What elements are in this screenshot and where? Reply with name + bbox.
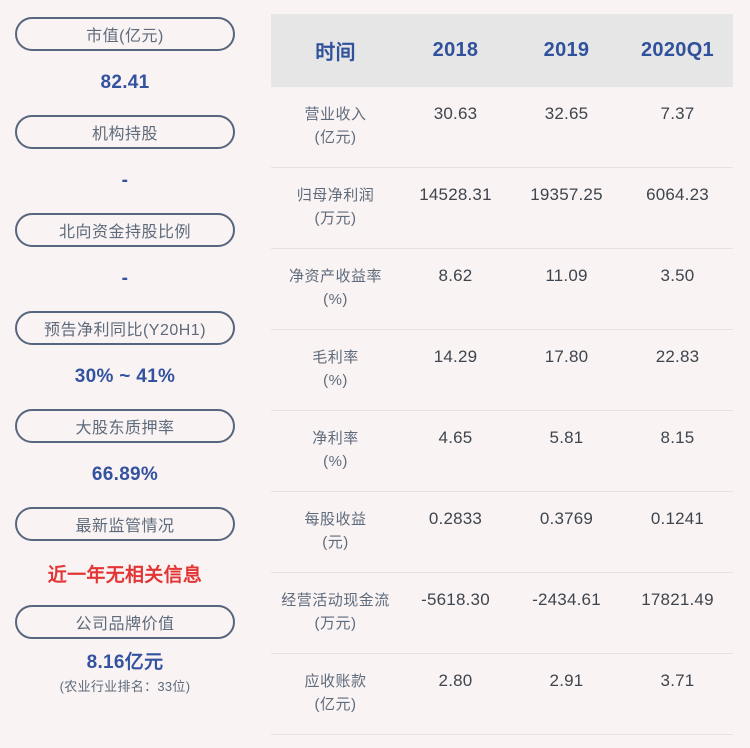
row-label-name: 归母净利润 — [296, 187, 375, 204]
cell-2018: 4.65 — [438, 428, 473, 447]
row-label: 应收账款 (亿元) — [271, 670, 400, 734]
cell-2019: 5.81 — [549, 428, 584, 447]
row-label-unit: (万元) — [314, 615, 357, 632]
table-header-row: 时间 2018 2019 2020Q1 — [271, 14, 733, 87]
metric-pill-label: 预告净利同比(Y20H1) — [43, 322, 207, 339]
metric-pill-label: 大股东质押率 — [75, 420, 175, 437]
table-header-2020q1: 2020Q1 — [641, 39, 714, 61]
metric-pill-market-cap[interactable]: 市值(亿元) — [15, 17, 235, 51]
metric-note-industry-rank: (农业行业排名：33位) — [59, 679, 191, 694]
row-label-unit: (亿元) — [314, 696, 357, 713]
table-row-revenue: 营业收入 (亿元) 30.63 32.65 7.37 — [271, 87, 733, 168]
cell-2018: 14528.31 — [419, 185, 492, 204]
metric-group-northbound-ratio: 北向资金持股比例 - — [15, 213, 235, 311]
cell-2020q1: 3.50 — [660, 266, 695, 285]
financials-table: 时间 2018 2019 2020Q1 营业收入 (亿元) 30.63 32.6… — [271, 14, 733, 735]
metric-pill-brand-value[interactable]: 公司品牌价值 — [15, 605, 235, 639]
metric-pill-northbound-ratio[interactable]: 北向资金持股比例 — [15, 213, 235, 247]
metric-value-wrap: 近一年无相关信息 — [15, 541, 235, 605]
row-label-unit: (万元) — [314, 210, 357, 227]
table-header-2019: 2019 — [543, 39, 590, 61]
row-label-unit: (亿元) — [314, 129, 357, 146]
cell-2019: 19357.25 — [530, 185, 603, 204]
cell-2018: -5618.30 — [421, 590, 490, 609]
cell-2019: -2434.61 — [532, 590, 601, 609]
metric-value-wrap: 8.16亿元 (农业行业排名：33位) — [15, 639, 235, 703]
metric-value-wrap: 82.41 — [15, 51, 235, 115]
cell-2019: 0.3769 — [539, 509, 594, 528]
metric-group-profit-forecast: 预告净利同比(Y20H1) 30% ~ 41% — [15, 311, 235, 409]
metric-value-profit-forecast: 30% ~ 41% — [74, 366, 176, 387]
row-label: 经营活动现金流 (万元) — [271, 589, 400, 653]
row-label: 每股收益 (元) — [271, 508, 400, 572]
table-header-time: 时间 — [315, 42, 356, 64]
metric-value-northbound-ratio: - — [121, 268, 129, 289]
metric-pill-regulation-status[interactable]: 最新监管情况 — [15, 507, 235, 541]
row-label-unit: (元) — [322, 534, 349, 551]
cell-2019: 32.65 — [544, 104, 589, 123]
cell-2018: 30.63 — [433, 104, 478, 123]
row-label-name: 净资产收益率 — [288, 268, 382, 285]
row-label: 净利率 (%) — [271, 427, 400, 491]
row-label-unit: (%) — [323, 372, 348, 389]
metric-group-institution-holding: 机构持股 - — [15, 115, 235, 213]
metric-pill-pledge-ratio[interactable]: 大股东质押率 — [15, 409, 235, 443]
metric-group-market-cap: 市值(亿元) 82.41 — [15, 17, 235, 115]
cell-2020q1: 7.37 — [660, 104, 695, 123]
cell-2020q1: 17821.49 — [641, 590, 714, 609]
metric-group-brand-value: 公司品牌价值 8.16亿元 (农业行业排名：33位) — [15, 605, 235, 703]
table-row-receivables: 应收账款 (亿元) 2.80 2.91 3.71 — [271, 654, 733, 735]
metric-value-institution-holding: - — [121, 170, 129, 191]
metric-group-pledge-ratio: 大股东质押率 66.89% — [15, 409, 235, 507]
row-label: 归母净利润 (万元) — [271, 184, 400, 248]
row-label-unit: (%) — [323, 291, 348, 308]
metric-value-regulation-status: 近一年无相关信息 — [47, 564, 203, 586]
cell-2020q1: 6064.23 — [646, 185, 709, 204]
cell-2019: 17.80 — [544, 347, 589, 366]
metric-value-wrap: - — [15, 247, 235, 311]
metric-pill-label: 公司品牌价值 — [75, 616, 175, 633]
table-row-roe: 净资产收益率 (%) 8.62 11.09 3.50 — [271, 249, 733, 330]
table-header-2018: 2018 — [432, 39, 479, 61]
cell-2018: 14.29 — [433, 347, 478, 366]
row-label-name: 应收账款 — [304, 673, 367, 690]
metric-pill-label: 市值(亿元) — [86, 28, 164, 45]
table-row-operating-cashflow: 经营活动现金流 (万元) -5618.30 -2434.61 17821.49 — [271, 573, 733, 654]
cell-2020q1: 3.71 — [660, 671, 695, 690]
row-label-name: 每股收益 — [304, 511, 367, 528]
metric-value-market-cap: 82.41 — [100, 72, 150, 93]
metric-value-wrap: 30% ~ 41% — [15, 345, 235, 409]
row-label: 毛利率 (%) — [271, 346, 400, 410]
metric-value-wrap: - — [15, 149, 235, 213]
metric-value-pledge-ratio: 66.89% — [91, 464, 159, 485]
metrics-sidebar: 市值(亿元) 82.41 机构持股 - 北向资金持股比例 - 预告净利同比(Y2… — [15, 17, 235, 703]
row-label: 营业收入 (亿元) — [271, 103, 400, 167]
metric-pill-institution-holding[interactable]: 机构持股 — [15, 115, 235, 149]
row-label-unit: (%) — [323, 453, 348, 470]
metric-value-brand-value: 8.16亿元 — [86, 652, 164, 673]
row-label-name: 营业收入 — [304, 106, 367, 123]
cell-2018: 8.62 — [438, 266, 473, 285]
metric-group-regulation-status: 最新监管情况 近一年无相关信息 — [15, 507, 235, 605]
cell-2019: 11.09 — [545, 266, 588, 285]
cell-2020q1: 0.1241 — [650, 509, 705, 528]
cell-2019: 2.91 — [549, 671, 584, 690]
metric-pill-profit-forecast[interactable]: 预告净利同比(Y20H1) — [15, 311, 235, 345]
row-label-name: 毛利率 — [312, 349, 359, 366]
cell-2018: 0.2833 — [428, 509, 483, 528]
cell-2018: 2.80 — [438, 671, 473, 690]
cell-2020q1: 22.83 — [655, 347, 700, 366]
table-row-eps: 每股收益 (元) 0.2833 0.3769 0.1241 — [271, 492, 733, 573]
row-label-name: 净利率 — [312, 430, 359, 447]
metric-value-wrap: 66.89% — [15, 443, 235, 507]
table-row-gross-margin: 毛利率 (%) 14.29 17.80 22.83 — [271, 330, 733, 411]
metric-pill-label: 北向资金持股比例 — [58, 224, 191, 241]
metric-pill-label: 最新监管情况 — [75, 518, 175, 535]
table-row-net-profit: 归母净利润 (万元) 14528.31 19357.25 6064.23 — [271, 168, 733, 249]
row-label: 净资产收益率 (%) — [271, 265, 400, 329]
metric-pill-label: 机构持股 — [91, 126, 158, 143]
row-label-name: 经营活动现金流 — [281, 592, 390, 609]
cell-2020q1: 8.15 — [660, 428, 695, 447]
table-row-net-margin: 净利率 (%) 4.65 5.81 8.15 — [271, 411, 733, 492]
